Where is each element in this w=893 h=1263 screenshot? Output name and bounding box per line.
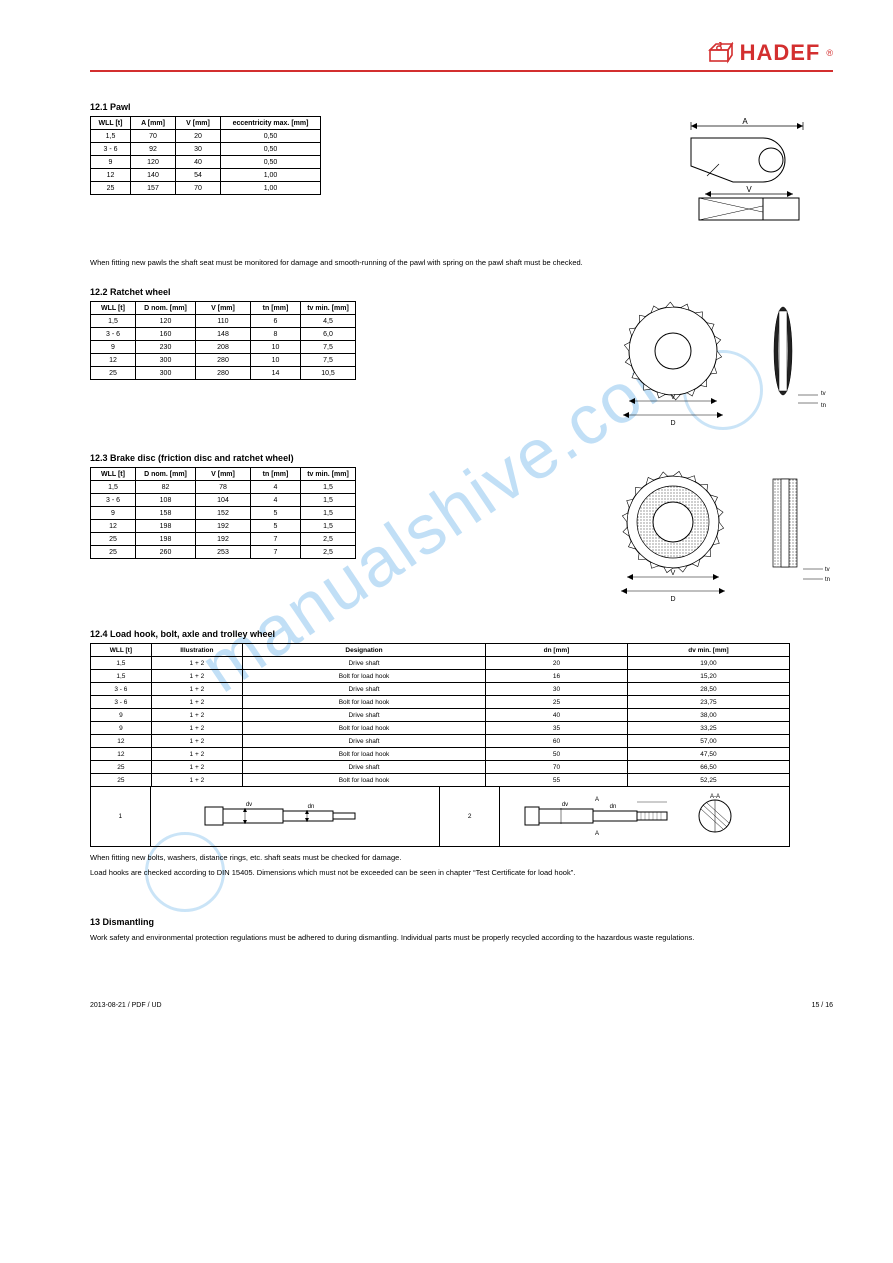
table-row: 2519819272,5 [91,533,356,546]
table-header: V [mm] [196,302,251,315]
table-row: 1,5827841,5 [91,481,356,494]
table-row: 12300280107,5 [91,354,356,367]
svg-text:A: A [742,117,748,126]
table-row: 3 - 61 + 2Drive shaft3028,50 [91,683,790,696]
table-header: A [mm] [131,117,176,130]
table-header: WLL [t] [91,468,136,481]
dismantling-text: Work safety and environmental protection… [90,933,833,942]
table-row: 1219819251,5 [91,520,356,533]
table-row: 9230208107,5 [91,341,356,354]
svg-text:A-A: A-A [710,794,720,800]
section-dismantling: 13 Dismantling Work safety and environme… [90,917,833,942]
table-row: 1,51 + 2Bolt for load hook1615,20 [91,670,790,683]
section-title-hook: 12.4 Load hook, bolt, axle and trolley w… [90,629,833,639]
table-row: 12140541,00 [91,169,321,182]
table-header: V [mm] [176,117,221,130]
section-pawl: 12.1 Pawl WLL [t]A [mm]V [mm]eccentricit… [90,102,833,267]
table-row: 253002801410,5 [91,367,356,380]
pawl-diagram: A V [663,116,833,236]
pawl-note: When fitting new pawls the shaft seat mu… [90,258,790,267]
table-pawl: WLL [t]A [mm]V [mm]eccentricity max. [mm… [90,116,321,195]
trademark-symbol: ® [826,48,833,58]
footer-left: 2013-08-21 / PDF / UD [90,1002,162,1009]
page-footer: 2013-08-21 / PDF / UD 15 / 16 [90,1002,833,1009]
section-title-pawl: 12.1 Pawl [90,102,833,112]
section-ratchet-wheel: 12.2 Ratchet wheel WLL [t]D nom. [mm]V [… [90,287,833,433]
table-header: dv min. [mm] [627,644,789,657]
svg-text:dn: dn [308,804,315,810]
table-header: WLL [t] [91,302,136,315]
hook-note-1: When fitting new bolts, washers, distanc… [90,853,833,862]
section-title-dismantling: 13 Dismantling [90,917,833,927]
table-ratchet: WLL [t]D nom. [mm]V [mm]tn [mm]tv min. [… [90,301,356,380]
table-header: WLL [t] [91,644,152,657]
svg-text:tv: tv [825,567,830,573]
table-row: 251 + 2Drive shaft7066,50 [91,761,790,774]
svg-text:tn: tn [825,577,830,583]
bolt-figures: 1 dv dn [90,786,790,847]
brand-name: HADEF [740,40,821,66]
table-row: 251 + 2Bolt for load hook5552,25 [91,774,790,787]
svg-text:V: V [671,570,676,577]
svg-text:D: D [670,420,675,427]
table-row: 91 + 2Drive shaft4038,00 [91,709,790,722]
section-title-brake: 12.3 Brake disc (friction disc and ratch… [90,453,833,463]
table-header: WLL [t] [91,117,131,130]
svg-text:tv: tv [821,391,826,397]
table-row: 915815251,5 [91,507,356,520]
table-header: tv min. [mm] [301,468,356,481]
svg-text:dn: dn [609,804,616,810]
table-header: tv min. [mm] [301,302,356,315]
svg-text:A: A [595,797,599,803]
svg-text:V: V [671,394,676,401]
table-header: eccentricity max. [mm] [221,117,321,130]
svg-text:D: D [670,596,675,603]
svg-text:tn: tn [821,403,826,409]
section-title-ratchet: 12.2 Ratchet wheel [90,287,833,297]
brand-icon [708,42,734,64]
table-row: 1,512011064,5 [91,315,356,328]
table-row: 9120400,50 [91,156,321,169]
table-header: D nom. [mm] [136,302,196,315]
section-brake-disc: 12.3 Brake disc (friction disc and ratch… [90,453,833,609]
brake-diagram: V D tv tn [603,467,833,607]
table-row: 25157701,00 [91,182,321,195]
table-row: 3 - 61 + 2Bolt for load hook2523,75 [91,696,790,709]
table-row: 3 - 692300,50 [91,143,321,156]
hook-note-2: Load hooks are checked according to DIN … [90,868,833,877]
section-hook-bolt: 12.4 Load hook, bolt, axle and trolley w… [90,629,833,877]
table-row: 121 + 2Drive shaft6057,00 [91,735,790,748]
table-header: dn [mm] [486,644,628,657]
svg-text:V: V [746,185,752,194]
table-header: Designation [242,644,485,657]
brand-logo: HADEF ® [708,40,833,66]
table-row: 2526025372,5 [91,546,356,559]
footer-right: 15 / 16 [812,1002,833,1009]
table-hook-bolt: WLL [t]IllustrationDesignationdn [mm]dv … [90,643,790,787]
table-header: tn [mm] [251,302,301,315]
table-brake: WLL [t]D nom. [mm]V [mm]tn [mm]tv min. [… [90,467,356,559]
table-header: V [mm] [196,468,251,481]
ratchet-diagram: V D tv tn [603,301,833,431]
table-row: 121 + 2Bolt for load hook5047,50 [91,748,790,761]
table-row: 91 + 2Bolt for load hook3533,25 [91,722,790,735]
table-header: tn [mm] [251,468,301,481]
table-header: Illustration [151,644,242,657]
svg-text:A: A [595,831,599,837]
table-row: 3 - 616014886,0 [91,328,356,341]
bolt-fig-1: dv dn [185,793,405,839]
table-header: D nom. [mm] [136,468,196,481]
table-row: 1,51 + 2Drive shaft2019,00 [91,657,790,670]
svg-text:dv: dv [246,802,252,808]
table-row: 3 - 610810441,5 [91,494,356,507]
svg-text:dv: dv [561,802,567,808]
bolt-fig-2: dv dn A A A-A [515,793,775,839]
table-row: 1,570200,50 [91,130,321,143]
